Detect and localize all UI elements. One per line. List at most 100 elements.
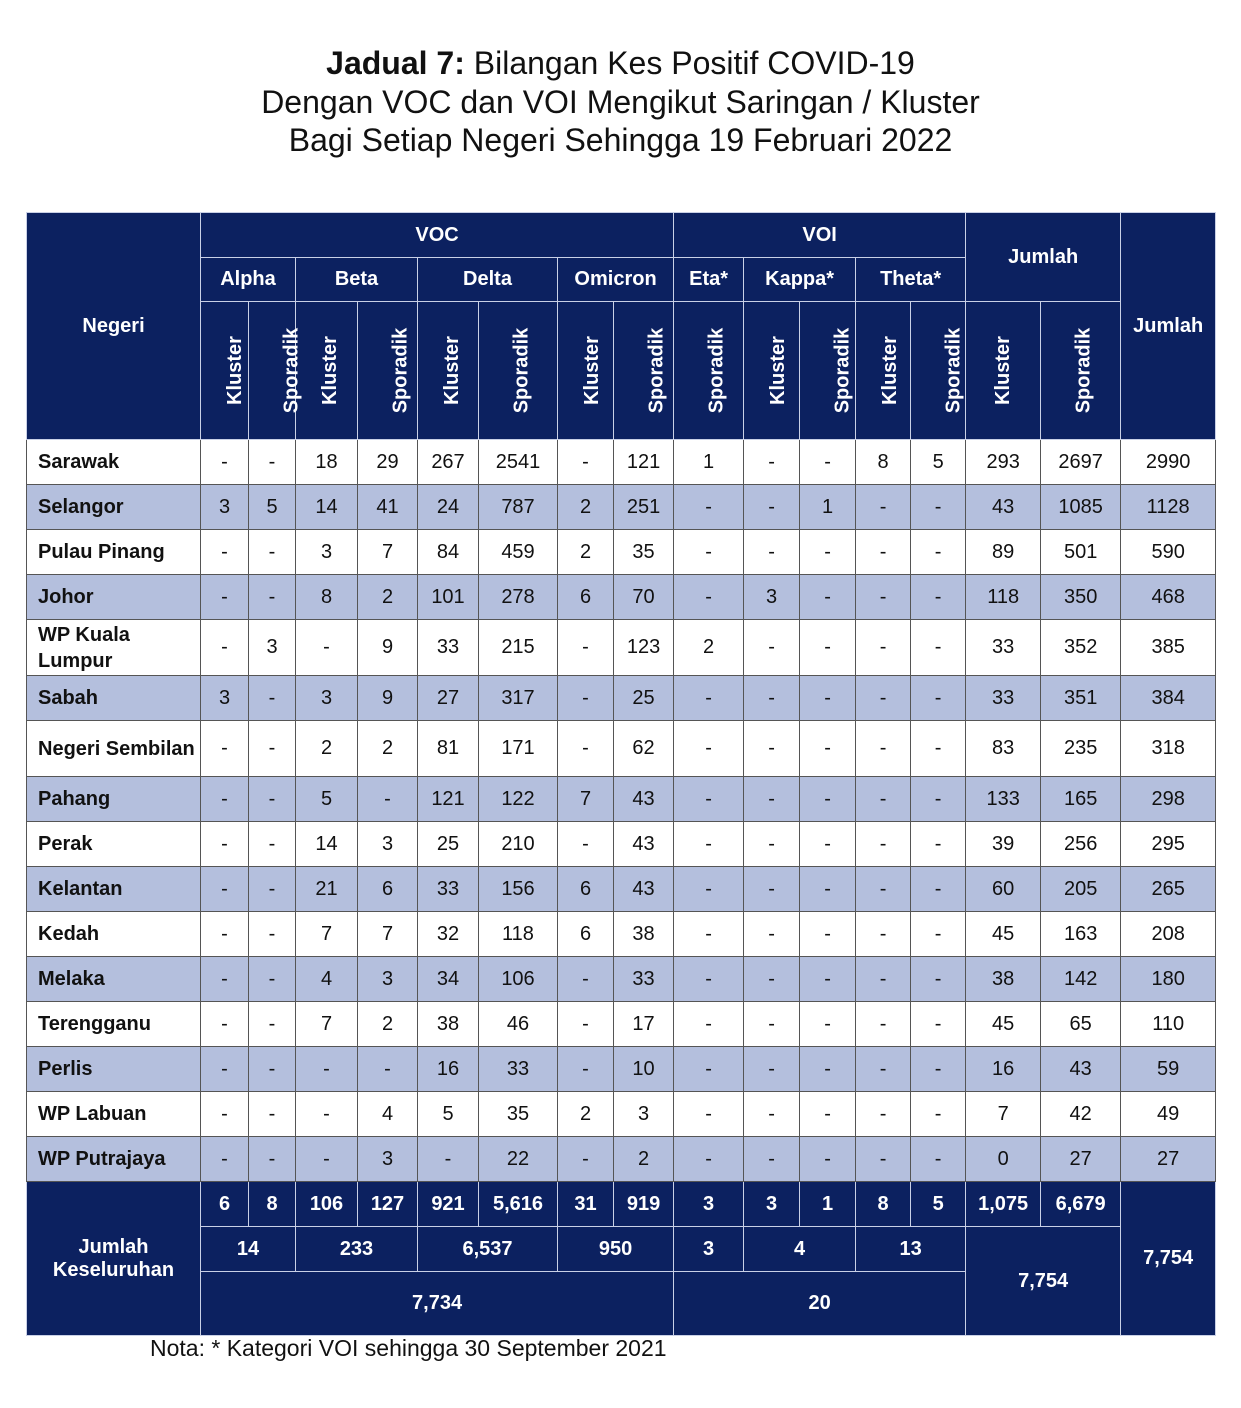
cell-value: -: [855, 529, 912, 575]
cell-value: 317: [478, 675, 558, 721]
subheader-label: Sporadik: [645, 327, 668, 414]
cell-value: 350: [1040, 574, 1122, 620]
footer-subtotal: 1: [799, 1181, 857, 1227]
cell-value: -: [557, 675, 614, 721]
state-name: Pahang: [26, 776, 201, 822]
subheader-label: Kluster: [580, 336, 603, 405]
cell-value: -: [248, 675, 296, 721]
cell-value: -: [743, 1091, 801, 1137]
cell-value: -: [799, 675, 857, 721]
cell-value: 351: [1040, 675, 1122, 721]
cell-value: 2: [295, 720, 358, 777]
cell-value: -: [200, 720, 249, 777]
cell-value: -: [200, 574, 249, 620]
row-total: 295: [1120, 821, 1217, 867]
subheader-label: Kluster: [767, 336, 790, 405]
state-name: Johor: [26, 574, 201, 620]
cell-value: -: [200, 439, 249, 485]
cell-value: 35: [612, 529, 675, 575]
cell-value: -: [673, 574, 745, 620]
cell-value: 6: [557, 574, 614, 620]
cell-value: -: [855, 619, 912, 676]
cell-value: -: [248, 529, 296, 575]
state-name: Pulau Pinang: [26, 529, 201, 575]
subheader-label: Sporadik: [705, 327, 728, 414]
row-total: 468: [1120, 574, 1217, 620]
cell-value: -: [855, 866, 912, 912]
state-name: WP Putrajaya: [26, 1136, 201, 1182]
cell-value: -: [743, 911, 801, 957]
cell-value: -: [799, 821, 857, 867]
cell-value: -: [910, 1001, 967, 1047]
row-total: 2990: [1120, 439, 1217, 485]
table-row: WP Putrajaya - - -3-22-2- - - - -0 27 27: [26, 1136, 1217, 1182]
cell-value: -: [557, 956, 614, 1002]
cell-value: -: [673, 1001, 745, 1047]
cell-value: 118: [965, 574, 1042, 620]
title-line3: Bagi Setiap Negeri Sehingga 19 Februari …: [288, 122, 953, 158]
cell-value: 38: [965, 956, 1042, 1002]
row-total: 385: [1120, 619, 1217, 676]
cell-value: 122: [478, 776, 558, 822]
cell-value: -: [910, 956, 967, 1002]
cell-value: -: [248, 1001, 296, 1047]
footnote: Nota: * Kategori VOI sehingga 30 Septemb…: [150, 1335, 667, 1361]
subheader-label: Sporadik: [942, 327, 965, 414]
cell-value: -: [417, 1136, 479, 1182]
cell-value: -: [855, 1136, 912, 1182]
cell-value: -: [295, 1091, 358, 1137]
subheader-kluster: Kluster: [417, 301, 479, 440]
cell-value: -: [248, 1091, 296, 1137]
cell-value: -: [673, 1136, 745, 1182]
cell-value: -: [200, 529, 249, 575]
cell-value: 25: [417, 821, 479, 867]
cell-value: -: [855, 1091, 912, 1137]
subheader-sporadik: Sporadik: [1040, 301, 1122, 440]
page-title: Jadual 7: Bilangan Kes Positif COVID-19 …: [0, 44, 1241, 160]
grand-total: 7,754: [1120, 1181, 1217, 1336]
cell-value: 121: [612, 439, 675, 485]
cell-value: 27: [417, 675, 479, 721]
cell-value: -: [910, 1136, 967, 1182]
cell-value: -: [248, 956, 296, 1002]
subheader-sporadik: Sporadik: [357, 301, 418, 440]
cell-value: 7: [965, 1091, 1042, 1137]
cell-value: -: [743, 720, 801, 777]
cell-value: -: [910, 529, 967, 575]
row-total: 1128: [1120, 484, 1217, 530]
footer-subtotal: 8: [855, 1181, 912, 1227]
subheader-label: Kluster: [991, 336, 1014, 405]
subheader-label: Kluster: [223, 336, 246, 405]
state-name: Sarawak: [26, 439, 201, 485]
row-total: 298: [1120, 776, 1217, 822]
cell-value: -: [200, 1136, 249, 1182]
table-row: Pahang - -5-121 122 7 43- - - - -133 165 298: [26, 776, 1217, 822]
cell-value: -: [200, 911, 249, 957]
row-total: 384: [1120, 675, 1217, 721]
cell-value: -: [799, 1046, 857, 1092]
cell-value: 43: [612, 866, 675, 912]
cell-value: -: [743, 866, 801, 912]
cell-value: -: [673, 484, 745, 530]
header-delta: Delta: [417, 257, 558, 302]
row-total: 180: [1120, 956, 1217, 1002]
cell-value: -: [855, 911, 912, 957]
footer-subtotal: 127: [357, 1181, 418, 1227]
cell-value: -: [910, 776, 967, 822]
cell-value: 89: [965, 529, 1042, 575]
state-name: WP Kuala Lumpur: [26, 619, 201, 676]
cell-value: -: [799, 1136, 857, 1182]
cell-value: -: [743, 1046, 801, 1092]
cell-value: -: [557, 720, 614, 777]
subheader-sporadik: Sporadik: [248, 301, 302, 440]
cell-value: 3: [357, 821, 418, 867]
subheader-sporadik: Sporadik: [673, 301, 745, 440]
total-delta: 6,537: [417, 1226, 558, 1272]
table-row: Kelantan - -21 6 33 156 6 43- - - - -60 205 265: [26, 866, 1217, 912]
cell-value: 2: [612, 1136, 675, 1182]
cell-value: 210: [478, 821, 558, 867]
header-omicron: Omicron: [556, 257, 675, 302]
cell-value: -: [295, 619, 358, 676]
cell-value: -: [855, 821, 912, 867]
table-row: WP Kuala Lumpur -3-9 33 215-123 2- - - -33 352 38…: [26, 619, 1217, 676]
